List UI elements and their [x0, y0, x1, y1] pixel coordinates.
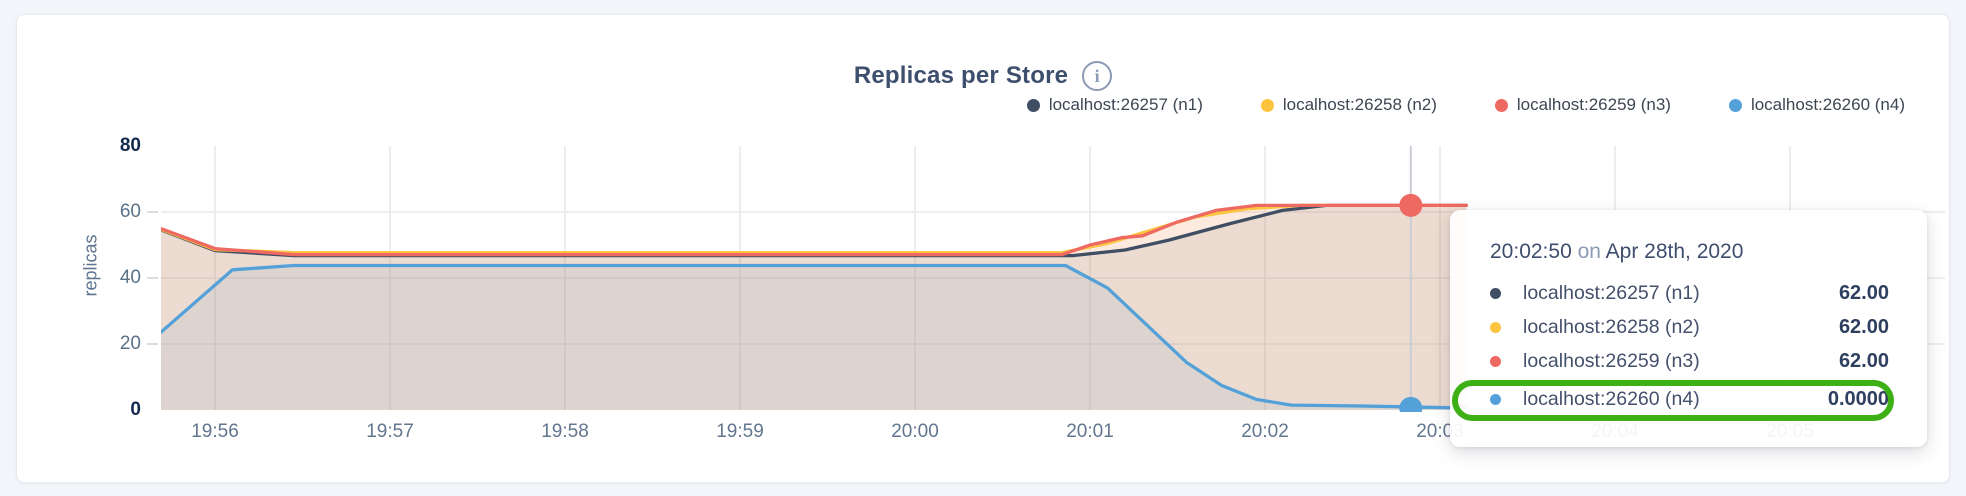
tooltip-series-value: 62.00 [1838, 281, 1889, 304]
tooltip-timestamp: 20:02:50 on Apr 28th, 2020 [1490, 240, 1744, 263]
tooltip-series-dot-icon [1490, 321, 1501, 333]
y-tick-mark [147, 211, 158, 213]
line-series-4 [161, 263, 1468, 410]
y-tick-20: 20 [119, 333, 141, 354]
y-tick-80: 80 [119, 135, 141, 156]
tooltip-time: 20:02:50 [1490, 240, 1572, 263]
legend-dot-icon [1728, 98, 1742, 112]
line-series-3 [161, 203, 1468, 257]
x-tick-20:01: 20:01 [1066, 421, 1114, 442]
legend-item-1[interactable]: localhost:26257 (n1) [1026, 95, 1203, 115]
crosshair-dot-localhost:26259 (n3) [1399, 193, 1423, 217]
tooltip-row-1: localhost:26257 (n1) 62.00 [1490, 276, 1889, 310]
tooltip-series-dot-icon [1490, 287, 1501, 299]
y-tick-mark [147, 277, 158, 279]
x-tick-19:59: 19:59 [716, 421, 764, 442]
tooltip-series-label: localhost:26260 (n4) [1523, 387, 1700, 410]
y-tick-mark [147, 343, 158, 345]
tooltip-series-value: 0.0000 [1827, 387, 1889, 410]
legend-dot-icon [1260, 98, 1274, 112]
x-tick-19:57: 19:57 [366, 421, 414, 442]
legend-label: localhost:26260 (n4) [1750, 95, 1905, 114]
tooltip-series-label: localhost:26257 (n1) [1523, 281, 1700, 304]
y-tick-0: 0 [130, 399, 141, 420]
chart-card: Replicas per Store i localhost:26257 (n1… [16, 14, 1950, 483]
x-tick-19:56: 19:56 [191, 421, 239, 442]
tooltip-row-3: localhost:26259 (n3) 62.00 [1490, 344, 1889, 378]
tooltip-series-label: localhost:26259 (n3) [1523, 349, 1700, 372]
tooltip-series-label: localhost:26258 (n2) [1523, 315, 1700, 338]
x-tick-20:00: 20:00 [891, 421, 939, 442]
x-tick-20:02: 20:02 [1241, 421, 1289, 442]
tooltip-row-4: localhost:26260 (n4) 0.0000 [1490, 382, 1889, 416]
y-tick-40: 40 [119, 267, 141, 288]
legend-item-3[interactable]: localhost:26259 (n3) [1494, 95, 1671, 115]
chart-header: Replicas per Store i [17, 61, 1949, 91]
legend-dot-icon [1494, 98, 1508, 112]
legend-item-4[interactable]: localhost:26260 (n4) [1728, 95, 1905, 115]
chart-title: Replicas per Store [853, 62, 1069, 89]
tooltip-rows: localhost:26257 (n1) 62.00 localhost:26258… [1490, 276, 1889, 416]
tooltip-series-dot-icon [1490, 355, 1501, 367]
y-axis-label: replicas [80, 234, 101, 297]
tooltip-row-2: localhost:26258 (n2) 62.00 [1490, 310, 1889, 344]
y-tick-60: 60 [119, 201, 141, 222]
info-icon[interactable]: i [1082, 61, 1113, 91]
legend-label: localhost:26258 (n2) [1282, 95, 1437, 114]
tooltip-series-value: 62.00 [1838, 315, 1889, 338]
legend-label: localhost:26257 (n1) [1048, 95, 1203, 114]
legend-item-2[interactable]: localhost:26258 (n2) [1260, 95, 1437, 115]
legend-dot-icon [1026, 98, 1040, 112]
tooltip-series-dot-icon [1490, 393, 1501, 405]
area-fill-series-4 [161, 265, 1467, 410]
x-tick-19:58: 19:58 [541, 421, 589, 442]
chart-legend: localhost:26257 (n1) localhost:26258 (n2)… [1026, 95, 1905, 115]
area-chart-plot[interactable] [161, 146, 1945, 412]
legend-label: localhost:26259 (n3) [1516, 95, 1671, 114]
tooltip-series-value: 62.00 [1838, 349, 1889, 372]
crosshair-dot-localhost:26260 (n4) [1399, 396, 1423, 412]
hover-tooltip: 20:02:50 on Apr 28th, 2020 localhost:262… [1450, 210, 1927, 447]
